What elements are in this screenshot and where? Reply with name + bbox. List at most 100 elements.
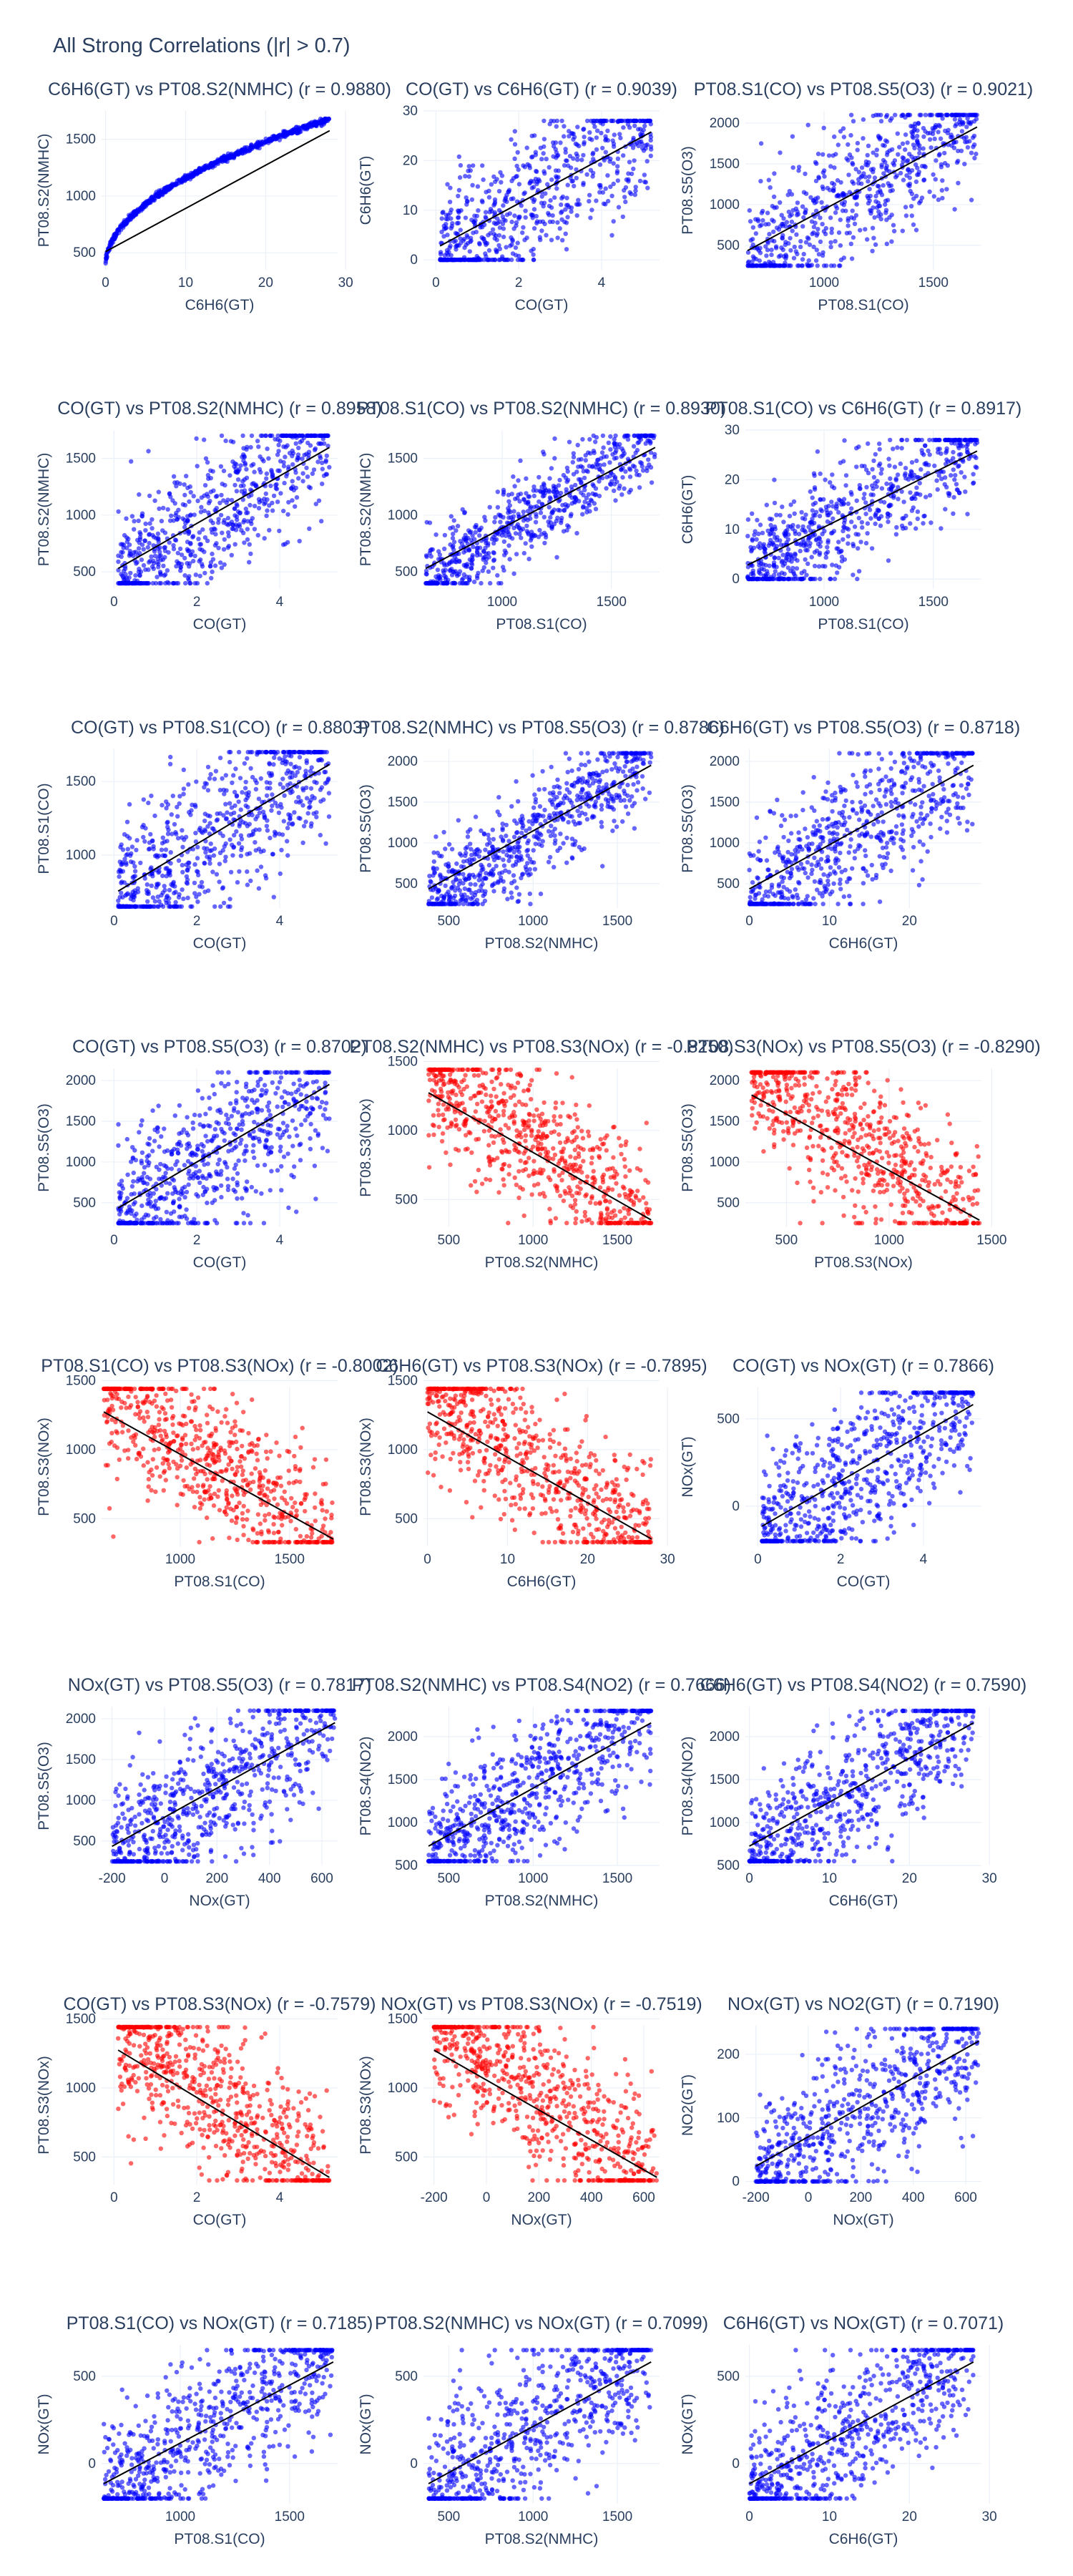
scatter-point bbox=[138, 860, 143, 866]
scatter-point bbox=[197, 547, 202, 552]
scatter-point bbox=[159, 902, 164, 907]
scatter-point bbox=[649, 433, 655, 439]
scatter-point bbox=[143, 567, 148, 572]
scatter-point bbox=[523, 541, 528, 546]
scatter-point bbox=[766, 177, 772, 182]
scatter-point bbox=[776, 227, 782, 232]
scatter-point bbox=[180, 869, 185, 875]
scatter-point bbox=[836, 497, 842, 502]
scatter-point bbox=[540, 494, 546, 499]
scatter-point bbox=[252, 504, 258, 509]
scatter-point bbox=[764, 502, 770, 507]
scatter-point bbox=[201, 165, 206, 171]
scatter-point bbox=[598, 185, 603, 190]
scatter-point bbox=[852, 524, 858, 530]
scatter-point bbox=[310, 471, 315, 477]
scatter-point bbox=[195, 844, 200, 850]
scatter-point bbox=[271, 493, 277, 499]
scatter-point bbox=[481, 565, 486, 570]
scatter-point bbox=[499, 180, 504, 185]
scatter-point bbox=[258, 749, 263, 755]
scatter-point bbox=[869, 546, 875, 551]
scatter-point bbox=[844, 156, 849, 161]
scatter-point bbox=[574, 469, 579, 474]
scatter-point bbox=[148, 831, 153, 837]
scatter-point bbox=[829, 230, 834, 235]
scatter-point bbox=[215, 494, 220, 499]
scatter-point bbox=[748, 238, 753, 243]
scatter-point bbox=[865, 521, 871, 526]
scatter-point bbox=[475, 184, 481, 189]
scatter-point bbox=[879, 192, 885, 197]
scatter-point bbox=[139, 557, 144, 562]
scatter-point bbox=[252, 527, 258, 532]
scatter-point bbox=[448, 243, 453, 248]
scatter-point bbox=[772, 477, 777, 482]
scatter-point bbox=[557, 508, 562, 513]
scatter-point bbox=[501, 539, 507, 545]
scatter-point bbox=[230, 842, 235, 848]
y-tick-label: 20 bbox=[725, 472, 740, 487]
scatter-point bbox=[270, 792, 275, 797]
scatter-point bbox=[501, 487, 506, 492]
scatter-point bbox=[205, 460, 210, 465]
scatter-point bbox=[785, 552, 790, 557]
scatter-point bbox=[158, 580, 164, 586]
scatter-point bbox=[326, 791, 332, 796]
scatter-point bbox=[161, 505, 166, 511]
scatter-point bbox=[141, 562, 147, 568]
scatter-point bbox=[118, 869, 124, 874]
scatter-point bbox=[753, 529, 758, 534]
scatter-point bbox=[280, 832, 285, 837]
scatter-point bbox=[132, 527, 137, 532]
scatter-point bbox=[604, 474, 609, 479]
scatter-point bbox=[155, 531, 161, 537]
scatter-point bbox=[270, 508, 275, 513]
scatter-point bbox=[542, 514, 547, 519]
scatter-point bbox=[190, 534, 196, 539]
scatter-point bbox=[195, 498, 200, 504]
scatter-point bbox=[836, 540, 841, 545]
scatter-point bbox=[873, 193, 878, 199]
scatter-point bbox=[946, 491, 951, 496]
scatter-point bbox=[648, 135, 654, 140]
scatter-point bbox=[781, 519, 786, 525]
scatter-point bbox=[305, 474, 310, 479]
scatter-point bbox=[194, 436, 199, 441]
scatter-point bbox=[637, 178, 643, 184]
scatter-point bbox=[529, 178, 534, 184]
scatter-point bbox=[256, 506, 262, 511]
panel-title: PT08.S1(CO) vs PT08.S2(NMHC) (r = 0.8930… bbox=[357, 399, 726, 419]
scatter-point bbox=[281, 460, 286, 465]
scatter-point bbox=[822, 174, 827, 179]
scatter-point bbox=[815, 449, 820, 454]
scatter-point bbox=[747, 576, 752, 582]
scatter-point bbox=[798, 542, 803, 547]
scatter-point bbox=[810, 495, 815, 500]
scatter-point bbox=[868, 193, 873, 199]
panel-title: CO(GT) vs PT08.S2(NMHC) (r = 0.8958) bbox=[57, 399, 382, 419]
scatter-point bbox=[232, 789, 237, 795]
scatter-point bbox=[162, 545, 167, 550]
scatter-point bbox=[223, 801, 228, 807]
scatter-point bbox=[921, 134, 926, 140]
scatter-point bbox=[286, 464, 291, 469]
scatter-point bbox=[886, 181, 891, 186]
scatter-point bbox=[969, 150, 974, 155]
scatter-point bbox=[498, 512, 503, 518]
scatter-point bbox=[209, 527, 214, 532]
scatter-point bbox=[943, 128, 948, 134]
x-tick-label: 1500 bbox=[918, 595, 949, 610]
scatter-point bbox=[233, 522, 238, 527]
scatter-point bbox=[613, 498, 618, 503]
scatter-point bbox=[293, 441, 298, 446]
scatter-point bbox=[445, 233, 450, 238]
scatter-point bbox=[584, 506, 589, 511]
scatter-point bbox=[248, 502, 253, 508]
scatter-point bbox=[834, 205, 840, 211]
scatter-point bbox=[222, 158, 227, 163]
scatter-point bbox=[605, 198, 611, 204]
scatter-point bbox=[160, 841, 165, 846]
x-tick-label: 0 bbox=[102, 275, 109, 291]
